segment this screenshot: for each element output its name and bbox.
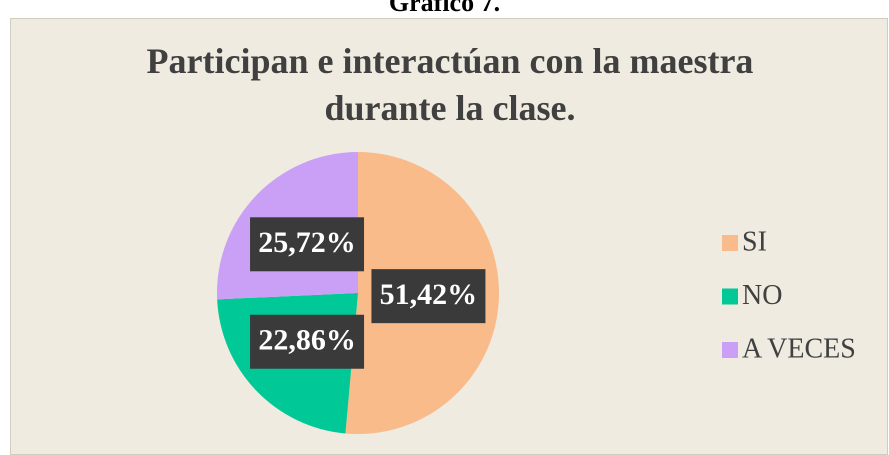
- legend-swatch: [722, 235, 738, 251]
- label-box: [250, 217, 365, 272]
- caption: Gráfico 7.: [388, 0, 501, 17]
- legend-label: A VECES: [742, 333, 856, 364]
- data-label: 51,42%: [380, 278, 478, 311]
- legend-label: SI: [742, 226, 767, 257]
- legend-swatch: [722, 342, 738, 358]
- data-label: 25,72%: [258, 226, 356, 259]
- legend-label: NO: [742, 280, 782, 311]
- label-box: [371, 269, 486, 324]
- chart-title: Participan e interactúan con la maestra …: [146, 41, 754, 128]
- label-box: [250, 314, 365, 369]
- legend-swatch: [722, 288, 738, 305]
- data-label: 22,86%: [258, 324, 356, 357]
